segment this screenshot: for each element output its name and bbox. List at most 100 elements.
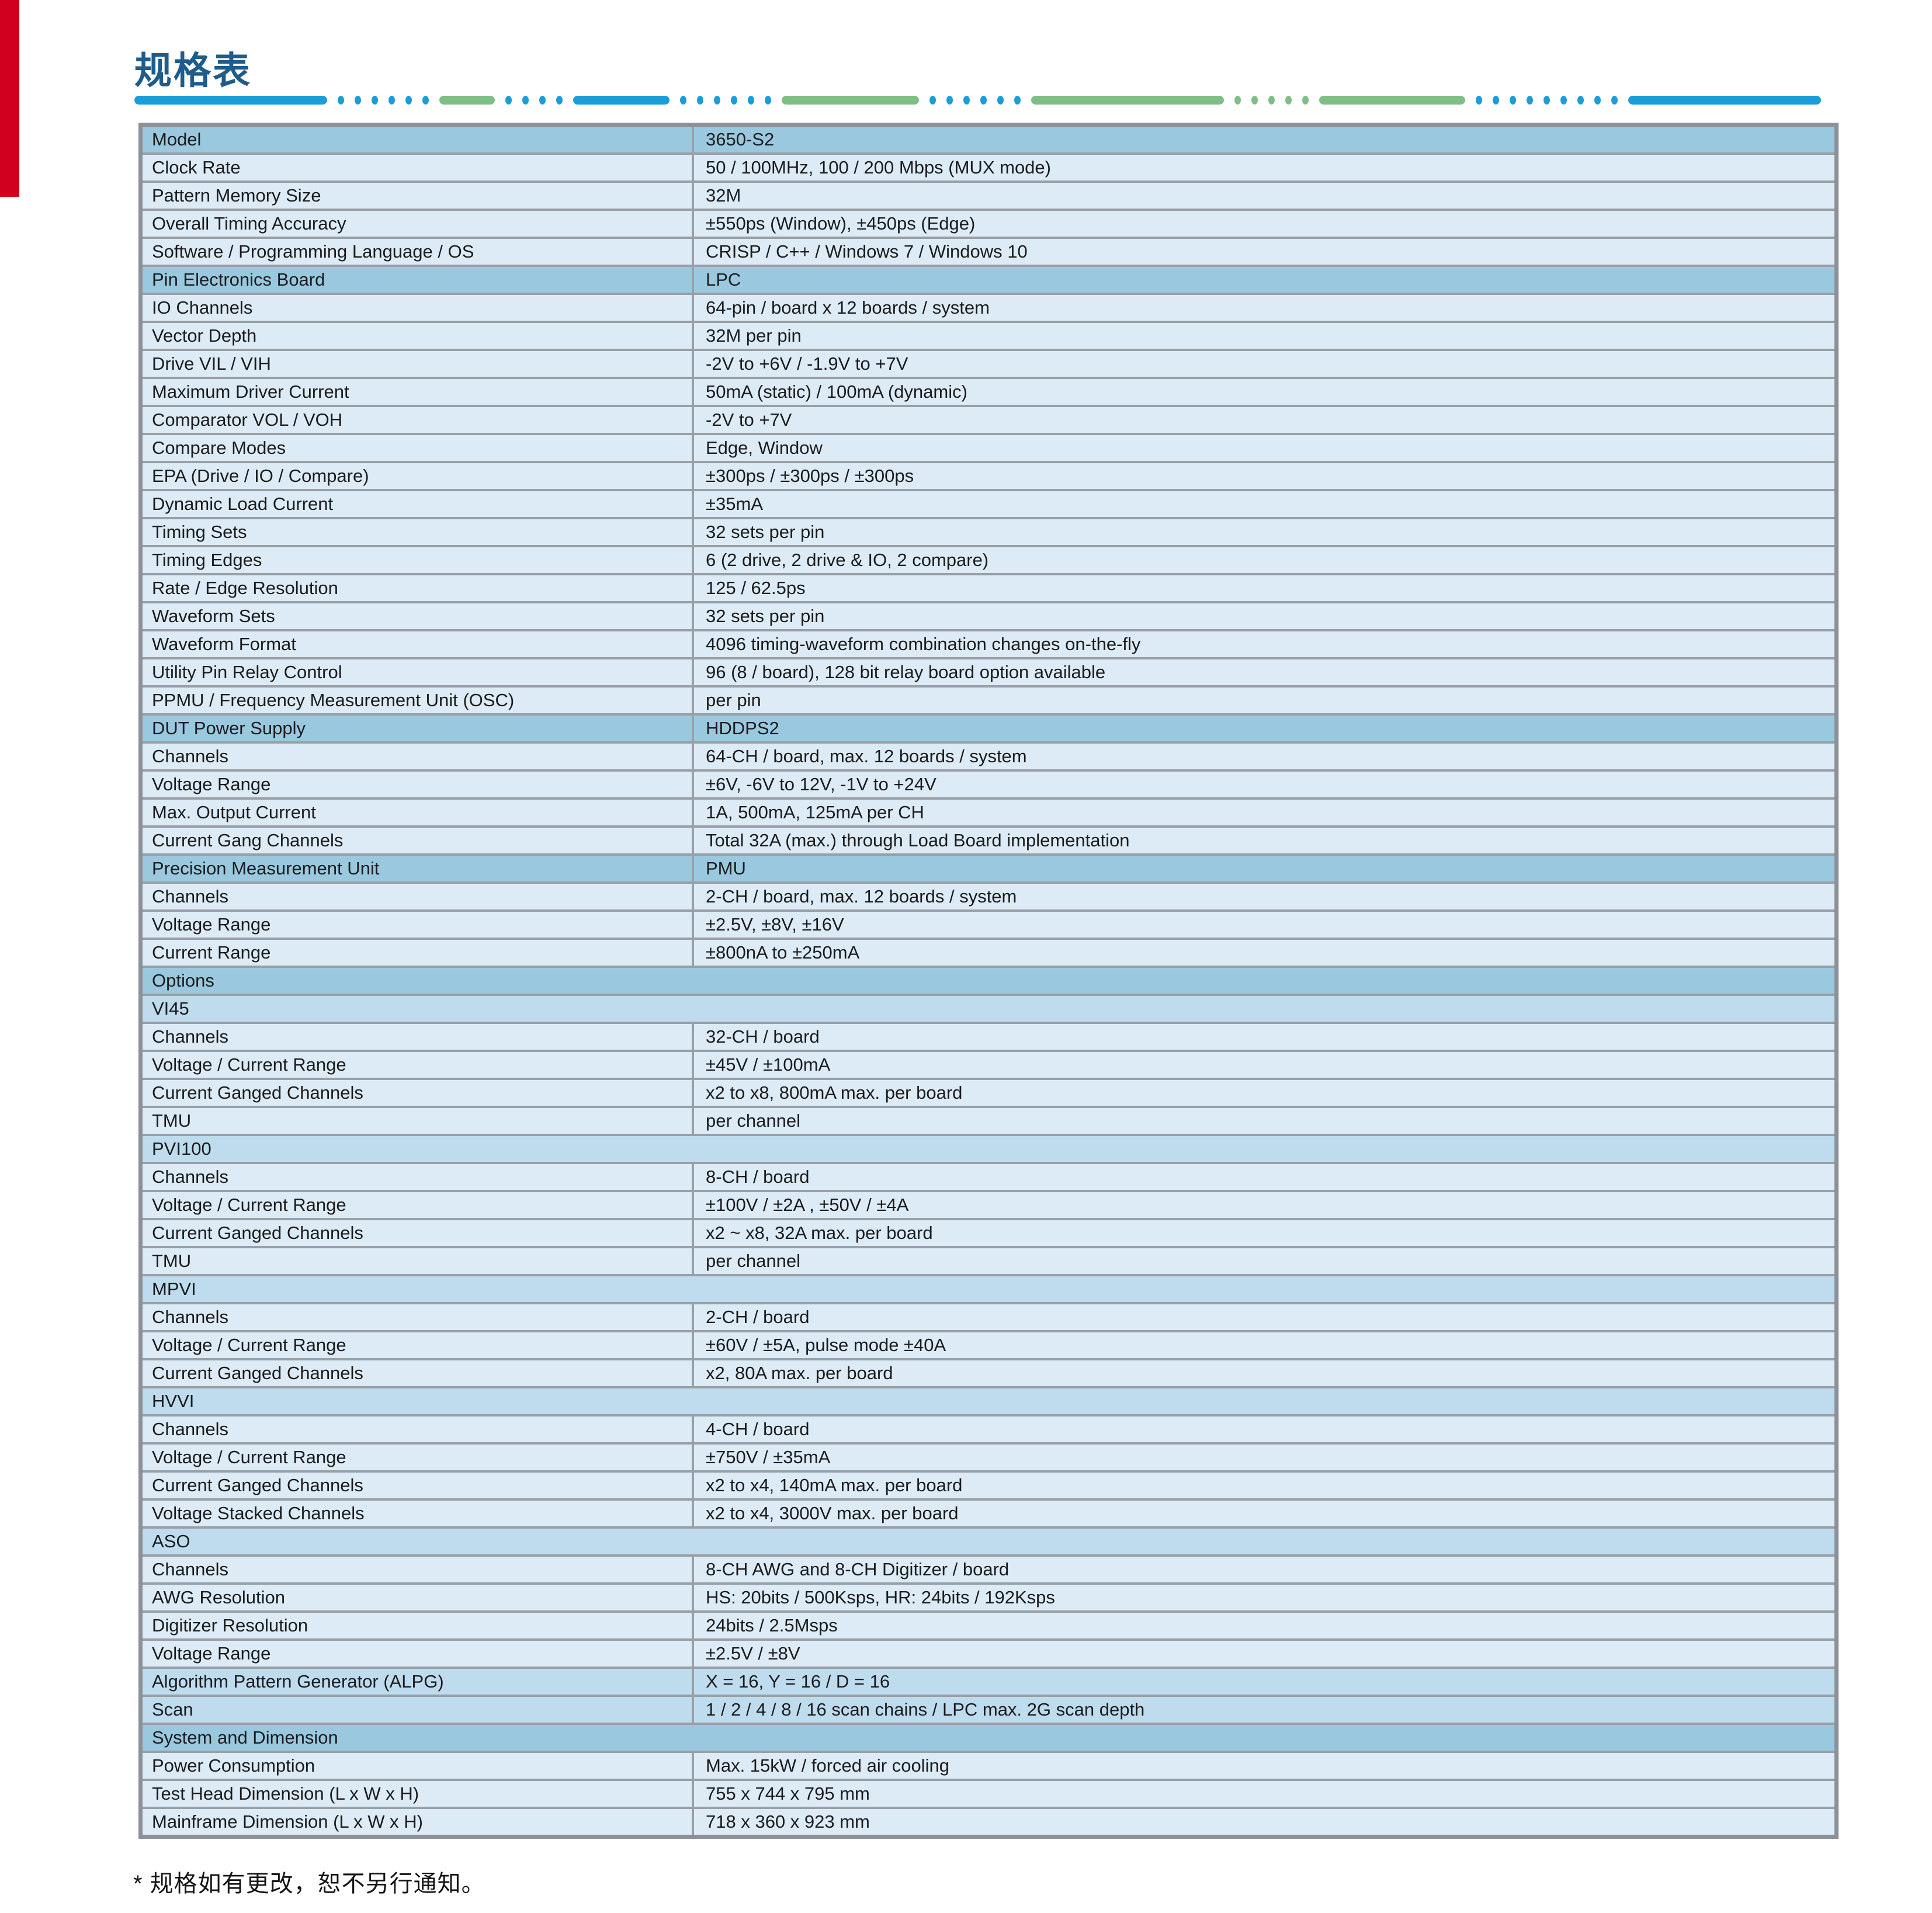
row-value: ±6V, -6V to 12V, -1V to +24V: [706, 773, 936, 794]
strip-bar: [439, 96, 495, 105]
row-label: Maximum Driver Current: [143, 379, 694, 405]
row-label: Channels: [143, 744, 694, 769]
strip-dot: [963, 96, 970, 105]
row-label: Timing Sets: [143, 519, 694, 545]
row-label: Channels: [143, 1304, 694, 1330]
row-label: Waveform Format: [143, 631, 694, 657]
table-row: Voltage Range ±2.5V / ±8V: [143, 1641, 1834, 1669]
table-row: Voltage Stacked Channels x2 to x4, 3000V …: [143, 1501, 1834, 1529]
table-row: Pattern Memory Size 32M: [143, 183, 1834, 211]
row-value: 8-CH AWG and 8-CH Digitizer / board: [706, 1558, 1010, 1579]
row-label: PPMU / Frequency Measurement Unit (OSC): [143, 688, 694, 713]
strip-bar: [782, 96, 919, 105]
strip-dot: [1268, 96, 1275, 105]
row-label: Mainframe Dimension (L x W x H): [143, 1809, 694, 1835]
table-row: Channels 4-CH / board: [143, 1416, 1834, 1445]
row-value: Max. 15kW / forced air cooling: [706, 1755, 949, 1776]
table-row: Overall Timing Accuracy ±550ps (Window), …: [143, 211, 1834, 239]
table-section-row: Options: [143, 968, 1834, 996]
row-value: 32 sets per pin: [706, 605, 825, 626]
row-label: Voltage Range: [143, 1641, 694, 1667]
strip-dot: [1560, 96, 1567, 105]
row-value: 755 x 744 x 795 mm: [706, 1783, 870, 1804]
strip-dot: [355, 96, 361, 105]
row-value: 64-pin / board x 12 boards / system: [706, 297, 990, 318]
row-label: Current Ganged Channels: [143, 1473, 694, 1498]
row-value: 718 x 360 x 923 mm: [706, 1811, 870, 1832]
row-value: ±100V / ±2A , ±50V / ±4A: [706, 1194, 909, 1215]
strip-dot: [556, 96, 563, 105]
row-label: Dynamic Load Current: [143, 491, 694, 517]
strip-dot: [389, 96, 395, 105]
strip-dot: [680, 96, 686, 105]
row-label: Utility Pin Relay Control: [143, 659, 694, 685]
table-row: Channels 2-CH / board: [143, 1304, 1834, 1332]
table-row: Maximum Driver Current 50mA (static) / 10…: [143, 379, 1834, 407]
row-value: per pin: [706, 689, 761, 710]
row-label: Vector Depth: [143, 323, 694, 349]
row-label: Overall Timing Accuracy: [143, 211, 694, 237]
strip-dot: [997, 96, 1004, 105]
table-row: Compare Modes Edge, Window: [143, 435, 1834, 463]
row-value: -2V to +7V: [706, 409, 792, 430]
row-label: PVI100: [152, 1138, 211, 1159]
strip-dot: [748, 96, 754, 105]
table-row: Software / Programming Language / OS CRIS…: [143, 239, 1834, 267]
decorative-divider-strip: [134, 96, 1837, 105]
row-value: HDDPS2: [706, 717, 779, 738]
row-value: 125 / 62.5ps: [706, 577, 806, 598]
row-label: DUT Power Supply: [143, 716, 694, 741]
strip-dot: [1527, 96, 1533, 105]
row-label: Test Head Dimension (L x W x H): [143, 1781, 694, 1807]
row-value: 4096 timing-waveform combination changes…: [706, 633, 1141, 654]
table-row: Current Gang Channels Total 32A (max.) th…: [143, 828, 1834, 856]
row-label: Power Consumption: [143, 1753, 694, 1779]
strip-dot: [765, 96, 771, 105]
strip-dot: [422, 96, 429, 105]
table-section-row: Pin Electronics Board LPC: [143, 267, 1834, 295]
row-value: ±60V / ±5A, pulse mode ±40A: [706, 1334, 946, 1355]
table-row: Vector Depth 32M per pin: [143, 323, 1834, 351]
row-label: Voltage / Current Range: [143, 1052, 694, 1078]
strip-dot: [1285, 96, 1292, 105]
row-label: Voltage / Current Range: [143, 1445, 694, 1470]
strip-dot: [697, 96, 703, 105]
row-label: Current Ganged Channels: [143, 1080, 694, 1106]
row-value: Edge, Window: [706, 437, 823, 458]
table-row: Waveform Sets 32 sets per pin: [143, 603, 1834, 631]
row-label: EPA (Drive / IO / Compare): [143, 463, 694, 489]
row-value: 2-CH / board, max. 12 boards / system: [706, 886, 1017, 907]
row-label: MPVI: [152, 1278, 196, 1299]
row-value: 50mA (static) / 100mA (dynamic): [706, 381, 967, 402]
row-label: Drive VIL / VIH: [143, 351, 694, 377]
table-row: Rate / Edge Resolution 125 / 62.5ps: [143, 575, 1834, 603]
row-label: Scan: [143, 1697, 694, 1723]
row-label: Clock Rate: [143, 155, 694, 180]
table-row: TMU per channel: [143, 1248, 1834, 1276]
table-section-row: ASO: [143, 1529, 1834, 1557]
table-row: Current Ganged Channels x2 ~ x8, 32A max.…: [143, 1220, 1834, 1248]
row-value: 64-CH / board, max. 12 boards / system: [706, 745, 1027, 766]
row-value: PMU: [706, 857, 746, 879]
row-label: VI45: [152, 998, 189, 1019]
table-row: Dynamic Load Current ±35mA: [143, 491, 1834, 519]
table-row: Channels 64-CH / board, max. 12 boards / …: [143, 744, 1834, 772]
row-value: ±750V / ±35mA: [706, 1446, 831, 1467]
table-row: PPMU / Frequency Measurement Unit (OSC) p…: [143, 688, 1834, 716]
table-row: Drive VIL / VIH -2V to +6V / -1.9V to +7V: [143, 351, 1834, 379]
table-section-row: Scan 1 / 2 / 4 / 8 / 16 scan chains / LPC…: [143, 1697, 1834, 1725]
row-value: CRISP / C++ / Windows 7 / Windows 10: [706, 241, 1028, 262]
row-value: 3650-S2: [706, 129, 775, 150]
row-label: Current Ganged Channels: [143, 1220, 694, 1246]
strip-dot: [731, 96, 737, 105]
row-value: 4-CH / board: [706, 1418, 810, 1439]
row-value: LPC: [706, 269, 741, 290]
table-section-row: HVVI: [143, 1388, 1834, 1416]
table-row: Digitizer Resolution 24bits / 2.5Msps: [143, 1613, 1834, 1641]
table-row: Mainframe Dimension (L x W x H) 718 x 360…: [143, 1809, 1834, 1835]
row-label: Channels: [143, 1416, 694, 1442]
table-row: Clock Rate 50 / 100MHz, 100 / 200 Mbps (M…: [143, 155, 1834, 183]
row-label: Timing Edges: [143, 547, 694, 573]
row-value: ±2.5V / ±8V: [706, 1643, 800, 1664]
strip-bar: [1628, 96, 1821, 105]
